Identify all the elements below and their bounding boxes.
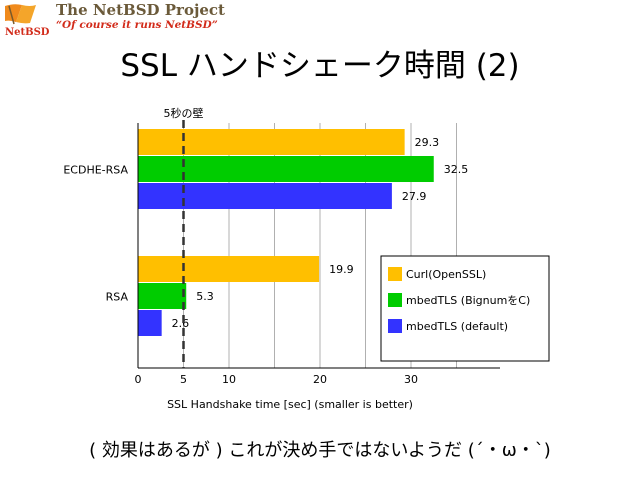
bar	[138, 256, 320, 282]
data-label: 32.5	[444, 163, 469, 176]
header: NetBSD The NetBSD Project “Of course it …	[0, 0, 640, 40]
legend-swatch	[388, 267, 402, 281]
legend-label: mbedTLS (default)	[406, 320, 508, 333]
svg-text:NetBSD: NetBSD	[5, 27, 50, 38]
bar	[138, 283, 187, 309]
x-tick-label: 30	[404, 373, 418, 386]
legend-label: mbedTLS (BignumをC)	[406, 294, 530, 307]
legend-box	[380, 255, 550, 362]
x-axis-label: SSL Handshake time [sec] (smaller is bet…	[167, 398, 413, 411]
x-tick-label: 5	[180, 373, 187, 386]
category-label: ECDHE-RSA	[63, 164, 128, 177]
bar	[138, 129, 405, 155]
data-label: 19.9	[329, 263, 354, 276]
category-label: RSA	[106, 291, 129, 304]
bar	[138, 183, 392, 209]
x-tick-label: 0	[135, 373, 142, 386]
slide-title: SSL ハンドシェーク時間 (2)	[120, 48, 520, 84]
data-label: 29.3	[415, 136, 440, 149]
netbsd-logo: NetBSD	[5, 4, 50, 38]
project-tagline: “Of course it runs NetBSD”	[56, 19, 218, 31]
threshold-label: 5秒の壁	[164, 106, 204, 120]
legend-label: Curl(OpenSSL)	[406, 268, 486, 281]
slide-caption: ( 効果はあるが ) これが決め手ではないようだ (´・ω・`)	[89, 440, 551, 461]
data-label: 2.6	[172, 317, 190, 330]
handshake-time-chart: 29.3 32.5 27.9 ECDHE-RSA 19.9 5.3 2.6 RSA 0 5 10 20…	[63, 106, 550, 411]
x-tick-label: 10	[222, 373, 236, 386]
legend-swatch	[388, 293, 402, 307]
bar	[138, 310, 162, 336]
project-title: The NetBSD Project	[56, 1, 225, 19]
bar	[138, 156, 434, 182]
x-tick-label: 20	[313, 373, 327, 386]
data-label: 5.3	[196, 290, 214, 303]
data-label: 27.9	[402, 190, 427, 203]
legend-swatch	[388, 319, 402, 333]
